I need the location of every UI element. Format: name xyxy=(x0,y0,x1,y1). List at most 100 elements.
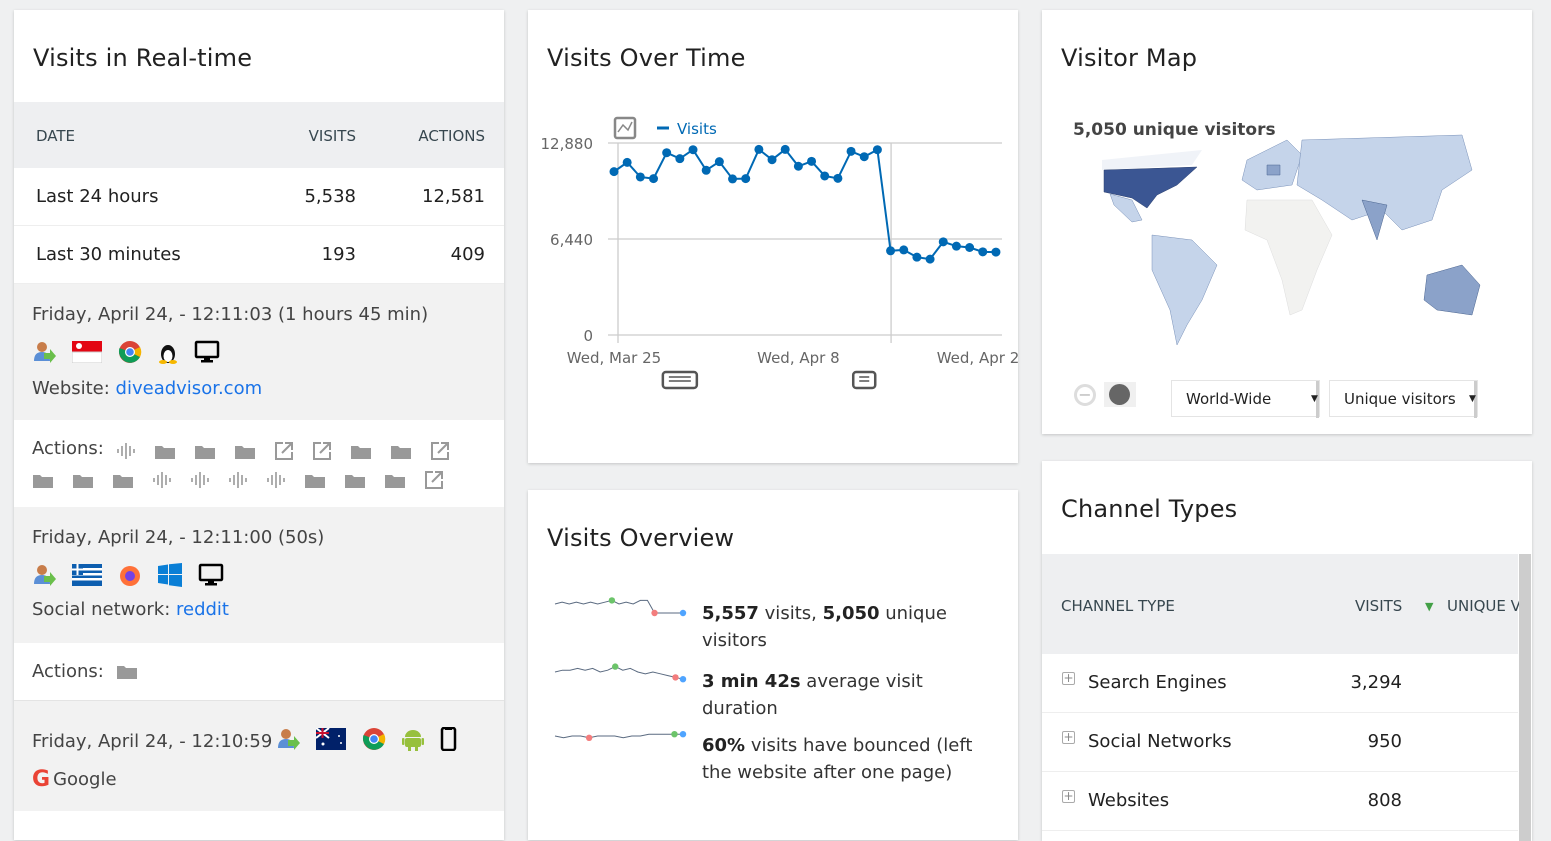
map-region-usa[interactable] xyxy=(1103,166,1198,209)
visits-line-chart[interactable]: 0 6,440 12,880 Wed, Mar 25 Wed, Apr 8 Wed, Ap… xyxy=(528,10,1018,463)
referrer-link[interactable]: reddit xyxy=(175,599,229,620)
outlink-icon[interactable] xyxy=(274,441,294,470)
data-point[interactable] xyxy=(622,157,632,167)
data-point[interactable] xyxy=(675,154,685,164)
sparkline-path xyxy=(554,599,683,614)
map-region-mexico[interactable] xyxy=(1109,193,1143,223)
returning-visitor-icon xyxy=(32,564,56,591)
folder-icon[interactable] xyxy=(194,441,216,470)
data-point[interactable] xyxy=(609,167,619,177)
pageview-event-icon[interactable] xyxy=(190,470,210,499)
metric-label: visits, xyxy=(758,603,823,624)
pageview-event-icon[interactable] xyxy=(266,470,286,499)
map-region-germany[interactable] xyxy=(1266,164,1281,176)
col-visits[interactable]: VISITS xyxy=(1355,597,1403,615)
outlink-icon[interactable] xyxy=(430,441,450,470)
col-channel-type[interactable]: CHANNEL TYPE xyxy=(1061,597,1175,615)
folder-icon[interactable] xyxy=(234,441,256,470)
outlink-icon[interactable] xyxy=(424,470,444,499)
world-map[interactable] xyxy=(1042,110,1532,350)
sparkline-max-point xyxy=(671,731,678,738)
multiple-annotations-icon[interactable] xyxy=(661,370,699,390)
folder-icon[interactable] xyxy=(350,441,372,470)
visit-entry[interactable]: Friday, April 24, - 12:11:03 (1 hours 45… xyxy=(14,284,504,420)
series-line-visits xyxy=(613,147,996,261)
scrollbar[interactable] xyxy=(1519,554,1531,841)
data-point[interactable] xyxy=(846,146,856,156)
data-point[interactable] xyxy=(635,172,645,182)
data-point[interactable] xyxy=(754,144,764,154)
table-row[interactable]: + Search Engines 3,294 xyxy=(1042,654,1518,713)
data-point[interactable] xyxy=(938,237,948,247)
data-point[interactable] xyxy=(767,155,777,165)
data-point[interactable] xyxy=(925,254,935,264)
visitor-map-widget: Visitor Map 5,050 unique visitors − Worl… xyxy=(1042,10,1532,434)
chart-type-icon[interactable] xyxy=(613,116,637,140)
data-point[interactable] xyxy=(912,252,922,262)
zoom-out-icon[interactable]: − xyxy=(1074,384,1096,406)
folder-icon[interactable] xyxy=(344,470,366,499)
folder-icon[interactable] xyxy=(116,663,138,686)
table-row[interactable]: + Social Networks 950 xyxy=(1042,713,1518,772)
world-view-button[interactable] xyxy=(1104,382,1136,407)
data-point[interactable] xyxy=(688,145,698,155)
data-point[interactable] xyxy=(807,156,817,166)
pageview-event-icon[interactable] xyxy=(228,470,248,499)
folder-icon[interactable] xyxy=(112,470,134,499)
overview-metric: 5,557 visits, 5,050 unique visitors xyxy=(702,600,1002,654)
folder-icon[interactable] xyxy=(390,441,412,470)
expand-icon[interactable]: + xyxy=(1062,730,1075,744)
data-point[interactable] xyxy=(780,144,790,154)
sparkline[interactable] xyxy=(554,590,689,620)
data-point[interactable] xyxy=(978,247,988,257)
table-row: Last 24 hours 5,538 12,581 xyxy=(14,168,504,226)
map-region-india[interactable] xyxy=(1361,199,1388,241)
data-point[interactable] xyxy=(951,241,961,251)
pageview-event-icon[interactable] xyxy=(116,441,136,470)
referrer-label: Website: xyxy=(32,378,116,399)
data-point[interactable] xyxy=(886,246,896,256)
data-point[interactable] xyxy=(662,148,672,158)
data-point[interactable] xyxy=(833,173,843,183)
col-unique-visitors[interactable]: UNIQUE V xyxy=(1447,597,1521,615)
data-point[interactable] xyxy=(701,165,711,175)
folder-icon[interactable] xyxy=(304,470,326,499)
region-select[interactable]: World-Wide ▼ xyxy=(1171,380,1320,418)
folder-icon[interactable] xyxy=(32,470,54,499)
data-point[interactable] xyxy=(741,174,751,184)
data-point[interactable] xyxy=(872,145,882,155)
data-point[interactable] xyxy=(965,242,975,252)
folder-icon[interactable] xyxy=(72,470,94,499)
sparkline-last-point xyxy=(679,731,687,738)
referrer-link[interactable]: diveadvisor.com xyxy=(115,378,263,399)
data-point[interactable] xyxy=(793,161,803,171)
outlink-icon[interactable] xyxy=(312,441,332,470)
sparkline[interactable] xyxy=(554,658,689,688)
visit-referrer: G Google xyxy=(32,767,117,792)
map-region-australia[interactable] xyxy=(1423,264,1481,316)
map-region-russia-asia[interactable] xyxy=(1296,134,1473,231)
sparkline-min-point xyxy=(651,609,658,617)
data-point[interactable] xyxy=(728,174,738,184)
data-point[interactable] xyxy=(820,171,830,181)
pageview-event-icon[interactable] xyxy=(152,470,172,499)
data-point[interactable] xyxy=(859,152,869,162)
data-point[interactable] xyxy=(714,157,724,167)
map-region-africa[interactable] xyxy=(1244,199,1333,316)
expand-icon[interactable]: + xyxy=(1062,789,1075,803)
legend-label-visits[interactable]: Visits xyxy=(677,120,717,138)
expand-icon[interactable]: + xyxy=(1062,671,1075,685)
table-row[interactable]: + Websites 808 xyxy=(1042,772,1518,831)
data-point[interactable] xyxy=(991,247,1001,257)
map-region-north-america-north[interactable] xyxy=(1102,150,1202,170)
visit-entry[interactable]: Friday, April 24, - 12:10:59 G Google xyxy=(14,701,504,811)
folder-icon[interactable] xyxy=(154,441,176,470)
data-point[interactable] xyxy=(899,245,909,255)
folder-icon[interactable] xyxy=(384,470,406,499)
sparkline[interactable] xyxy=(554,722,689,752)
map-region-south-america[interactable] xyxy=(1151,234,1218,346)
metric-select[interactable]: Unique visitors ▼ xyxy=(1329,380,1478,418)
data-point[interactable] xyxy=(649,174,659,184)
visit-entry[interactable]: Friday, April 24, - 12:11:00 (50s) Socia… xyxy=(14,507,504,643)
annotation-icon[interactable] xyxy=(851,370,877,390)
